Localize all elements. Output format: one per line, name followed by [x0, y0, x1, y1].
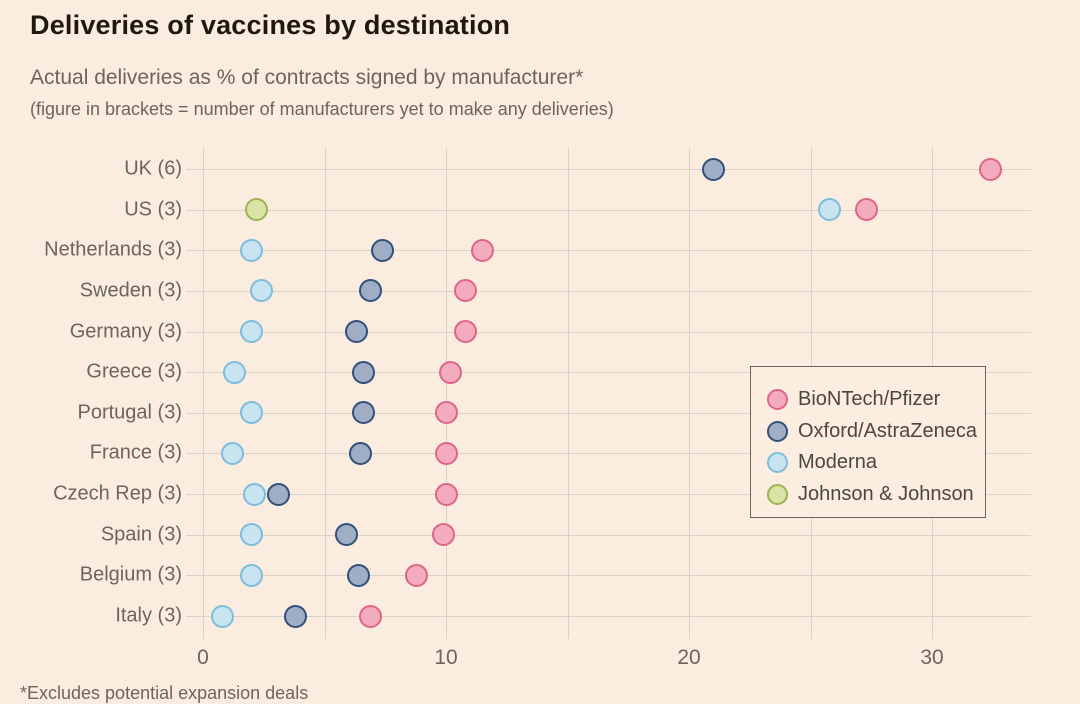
row-label: Portugal (3): [77, 401, 183, 424]
data-point: [434, 441, 458, 465]
data-point: [249, 279, 273, 303]
gridline-x-10: [446, 148, 447, 639]
data-point: [334, 523, 358, 547]
row-label: Belgium (3): [79, 563, 182, 586]
x-tick-label: 0: [197, 646, 209, 669]
data-point: [266, 482, 290, 506]
legend-item: BioNTech/Pfizer: [767, 384, 985, 416]
data-point: [240, 523, 264, 547]
row-label: Germany (3): [69, 320, 182, 343]
data-point: [351, 360, 375, 384]
row-label: UK (6): [124, 157, 182, 180]
row-label: US (3): [124, 198, 182, 221]
gridline-x-5: [324, 148, 326, 639]
data-point: [347, 563, 371, 587]
row-line: [186, 250, 1031, 252]
row-label: Greece (3): [86, 360, 182, 383]
data-point: [242, 482, 266, 506]
gridline-x-15: [567, 148, 569, 639]
data-point: [223, 360, 247, 384]
data-point: [210, 604, 234, 628]
legend-item: Oxford/AstraZeneca: [767, 416, 985, 448]
data-point: [434, 401, 458, 425]
x-tick-label: 20: [677, 646, 701, 669]
legend: BioNTech/Pfizer Oxford/AstraZeneca Moderna…: [750, 366, 986, 518]
gridline-x-20: [689, 148, 690, 639]
data-point: [240, 563, 264, 587]
data-point: [240, 238, 264, 262]
data-point: [978, 157, 1002, 181]
data-point: [349, 441, 373, 465]
chart-note: (figure in brackets = number of manufact…: [30, 99, 614, 119]
legend-swatch-icon: [767, 420, 788, 442]
data-point: [351, 401, 375, 425]
data-point: [453, 279, 477, 303]
data-point: [701, 157, 725, 181]
data-point: [240, 401, 264, 425]
legend-label: Johnson & Johnson: [798, 482, 974, 505]
legend-swatch-icon: [767, 452, 788, 474]
legend-label: BioNTech/Pfizer: [798, 388, 941, 411]
row-label: France (3): [89, 441, 182, 464]
row-line: [186, 331, 1031, 333]
data-point: [432, 523, 456, 547]
row-line: [186, 616, 1031, 618]
legend-item: Johnson & Johnson: [767, 479, 985, 511]
row-label: Netherlands (3): [44, 238, 182, 261]
data-point: [439, 360, 463, 384]
data-point: [359, 279, 383, 303]
row-line: [186, 494, 1031, 496]
row-line: [186, 169, 1031, 170]
data-point: [283, 604, 307, 628]
legend-label: Moderna: [798, 451, 877, 474]
data-point: [244, 198, 268, 222]
data-point: [405, 563, 429, 587]
row-line: [186, 372, 1031, 374]
data-point: [344, 320, 368, 344]
row-line: [186, 209, 1031, 211]
row-line: [186, 412, 1031, 414]
data-point: [470, 238, 494, 262]
legend-item: Moderna: [767, 447, 985, 479]
row-line: [186, 534, 1031, 536]
legend-swatch-icon: [767, 389, 788, 411]
row-label: Czech Rep (3): [53, 482, 182, 505]
row-line: [186, 575, 1031, 577]
data-point: [453, 320, 477, 344]
chart-subtitle: Actual deliveries as % of contracts sign…: [30, 66, 584, 89]
footnote: *Excludes potential expansion deals: [20, 683, 309, 703]
x-tick-label: 10: [434, 646, 458, 669]
row-label: Spain (3): [100, 523, 182, 546]
row-line: [186, 290, 1031, 292]
row-label: Sweden (3): [79, 279, 182, 302]
data-point: [818, 198, 842, 222]
data-point: [434, 482, 458, 506]
gridline-x-0: [203, 148, 204, 639]
data-point: [359, 604, 383, 628]
x-tick-label: 30: [920, 646, 944, 669]
legend-swatch-icon: [767, 483, 788, 505]
data-point: [371, 238, 395, 262]
chart-title: Deliveries of vaccines by destination: [30, 10, 511, 40]
data-point: [854, 198, 878, 222]
row-label: Italy (3): [115, 604, 182, 627]
data-point: [240, 320, 264, 344]
legend-label: Oxford/AstraZeneca: [798, 419, 977, 442]
data-point: [220, 441, 244, 465]
row-line: [186, 453, 1031, 455]
